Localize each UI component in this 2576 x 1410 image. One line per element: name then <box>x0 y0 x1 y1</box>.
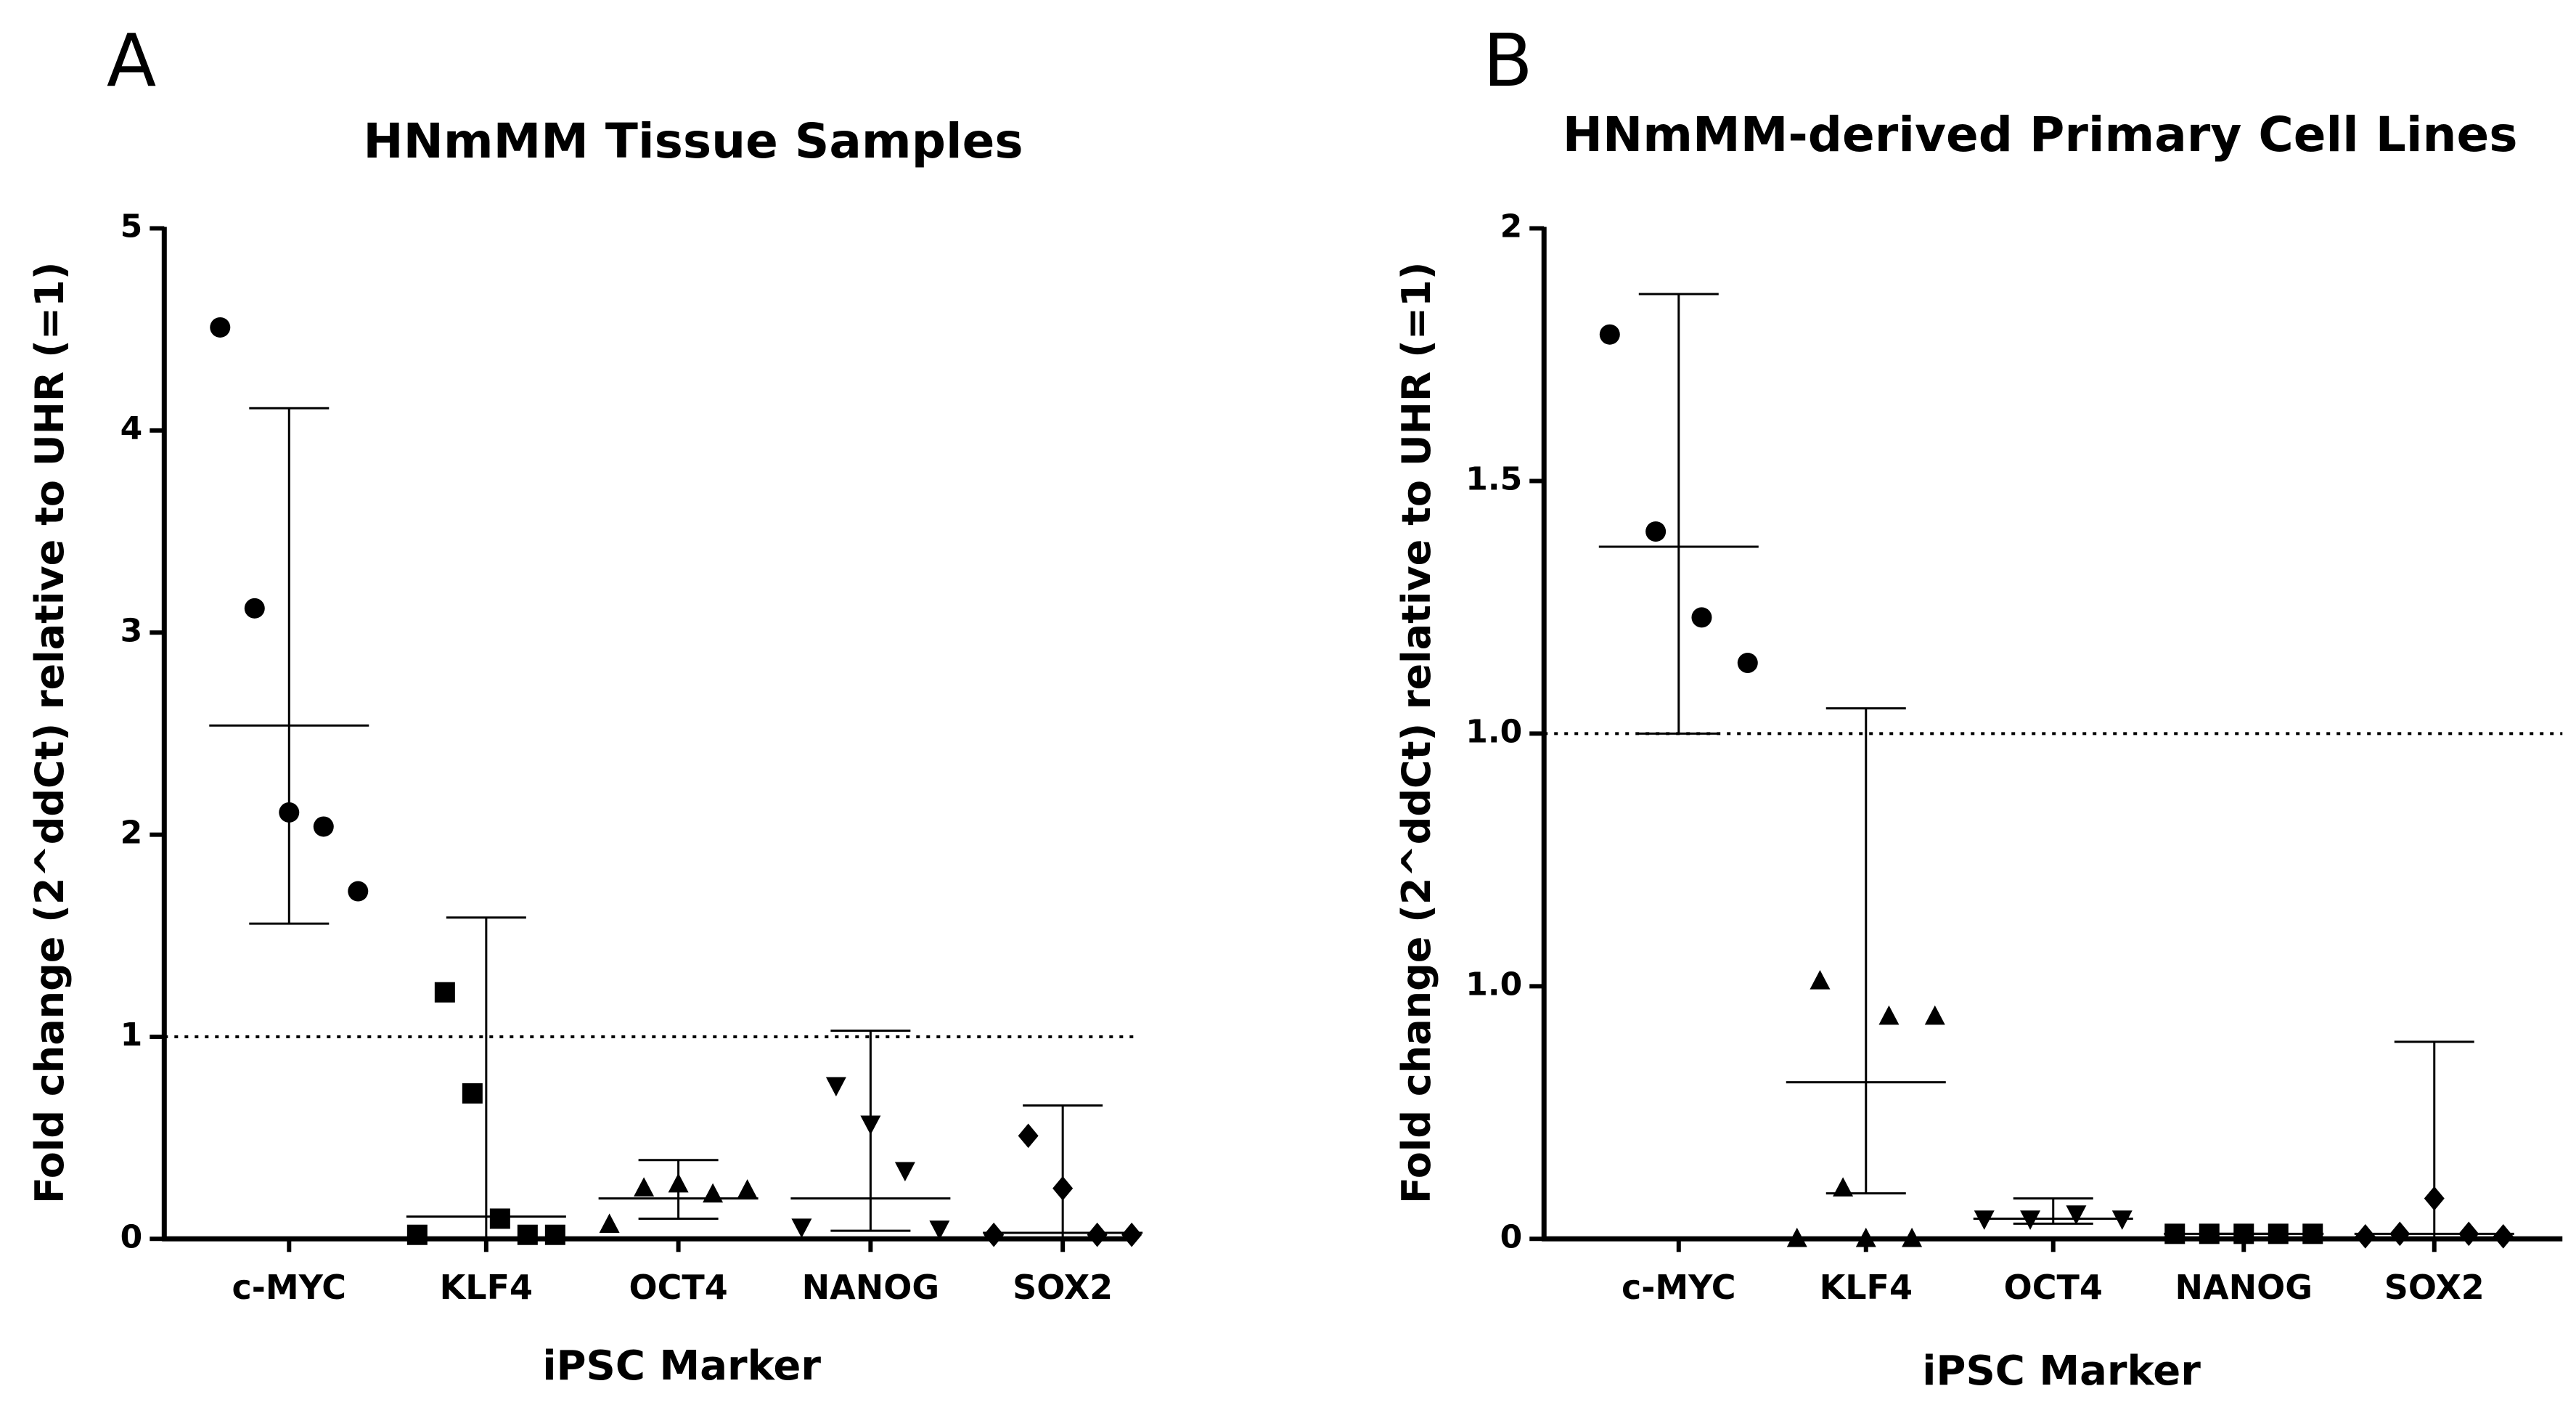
point <box>2268 1223 2289 1244</box>
panel-label: A <box>107 18 156 103</box>
point <box>2233 1223 2254 1244</box>
point <box>2199 1223 2220 1244</box>
y-tick-label: 4 <box>120 410 143 447</box>
x-tick-label: KLF4 <box>440 1268 533 1307</box>
point <box>2020 1210 2041 1230</box>
point <box>929 1220 950 1240</box>
point <box>2111 1210 2133 1230</box>
panel: B HNmMM-derived Primary Cell Lines iPSC Ma… <box>1394 18 2563 1395</box>
point <box>2066 1205 2087 1225</box>
point <box>1810 970 1831 990</box>
y-axis-label: Fold change (2^ddCt) relative to UHR (=1… <box>27 262 73 1204</box>
point <box>517 1224 538 1245</box>
x-tick-label: SOX2 <box>1013 1268 1113 1307</box>
point <box>489 1208 510 1229</box>
point <box>634 1177 655 1197</box>
point <box>825 1077 846 1097</box>
point <box>1087 1222 1108 1247</box>
x-tick-label: OCT4 <box>629 1268 727 1307</box>
point <box>462 1083 483 1104</box>
y-tick-label: 1 <box>120 1016 143 1054</box>
point <box>434 982 455 1003</box>
x-tick-label: c-MYC <box>1622 1268 1736 1307</box>
panel-label: B <box>1483 18 1533 103</box>
point <box>1855 1227 1876 1247</box>
x-tick-label: c-MYC <box>232 1268 346 1307</box>
x-tick-label: OCT4 <box>2004 1268 2103 1307</box>
point <box>2302 1223 2323 1244</box>
point <box>737 1179 758 1199</box>
point <box>1786 1227 1807 1247</box>
point <box>1121 1222 1142 1247</box>
y-tick-label: 2 <box>120 815 143 852</box>
x-tick-label: NANOG <box>2175 1268 2313 1307</box>
point <box>2493 1224 2514 1249</box>
point <box>599 1213 620 1234</box>
y-tick-label: 2 <box>1500 208 1523 245</box>
chart-title: HNmMM Tissue Samples <box>363 113 1023 169</box>
point <box>984 1222 1005 1247</box>
point <box>1878 1005 1900 1025</box>
y-tick-label: 1.5 <box>1465 460 1522 497</box>
point <box>2164 1223 2185 1244</box>
point <box>1018 1123 1039 1149</box>
point <box>244 598 265 619</box>
y-tick-label: 0 <box>120 1218 143 1255</box>
point <box>703 1183 724 1203</box>
x-tick-label: SOX2 <box>2384 1268 2485 1307</box>
x-axis-label: iPSC Marker <box>542 1342 821 1390</box>
point <box>406 1224 428 1245</box>
point <box>279 802 300 823</box>
point <box>313 816 334 837</box>
point <box>1902 1227 1923 1247</box>
point <box>2355 1224 2376 1249</box>
point <box>348 881 369 902</box>
y-tick-label: 1.0 <box>1465 966 1522 1003</box>
point <box>1645 521 1667 542</box>
x-axis-label: iPSC Marker <box>1922 1348 2201 1395</box>
point <box>860 1115 881 1136</box>
y-tick-label: 1.0 <box>1465 713 1522 750</box>
point <box>544 1224 565 1245</box>
point <box>1691 607 1712 628</box>
point <box>894 1162 915 1182</box>
y-tick-label: 3 <box>120 612 143 649</box>
point <box>1052 1175 1074 1201</box>
point <box>1974 1210 1995 1230</box>
point <box>1737 653 1758 674</box>
chart-title: HNmMM-derived Primary Cell Lines <box>1563 107 2518 163</box>
y-axis-label: Fold change (2^ddCt) relative to UHR (=1… <box>1394 262 1439 1204</box>
point <box>791 1218 812 1239</box>
panel: A HNmMM Tissue Samples iPSC Marker Fold cha… <box>27 18 1143 1390</box>
point <box>1599 324 1620 345</box>
y-tick-label: 0 <box>1500 1218 1523 1255</box>
x-tick-label: KLF4 <box>1820 1268 1913 1307</box>
point <box>2424 1186 2445 1211</box>
x-tick-label: NANOG <box>802 1268 939 1307</box>
point <box>2458 1221 2479 1247</box>
point <box>668 1173 689 1193</box>
y-tick-label: 5 <box>120 208 143 245</box>
point <box>210 317 231 338</box>
point <box>2389 1221 2411 1247</box>
point <box>1924 1005 1945 1025</box>
point <box>1833 1177 1854 1197</box>
